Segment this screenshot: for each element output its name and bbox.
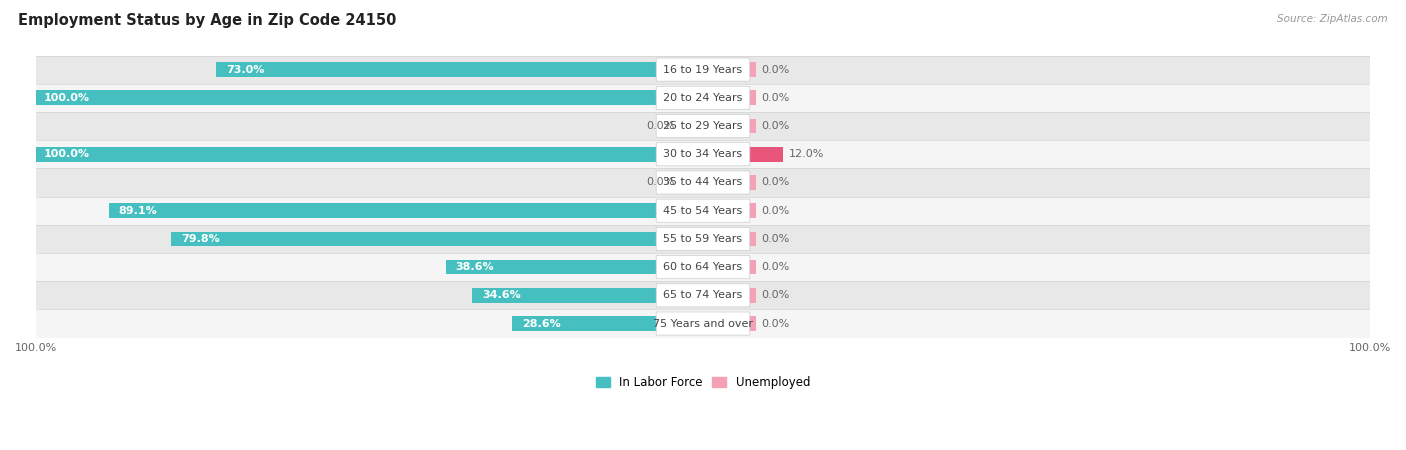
- Bar: [472, 288, 703, 303]
- Text: 100.0%: 100.0%: [44, 149, 90, 159]
- Text: 12.0%: 12.0%: [789, 149, 824, 159]
- Text: Employment Status by Age in Zip Code 24150: Employment Status by Age in Zip Code 241…: [18, 14, 396, 28]
- Text: 25 to 29 Years: 25 to 29 Years: [664, 121, 742, 131]
- Bar: [37, 140, 1369, 168]
- FancyBboxPatch shape: [657, 227, 749, 251]
- Text: 73.0%: 73.0%: [226, 65, 264, 75]
- FancyBboxPatch shape: [657, 114, 749, 138]
- Bar: [703, 147, 783, 162]
- FancyBboxPatch shape: [657, 171, 749, 194]
- Bar: [703, 175, 756, 190]
- Text: 0.0%: 0.0%: [762, 177, 790, 188]
- Text: 0.0%: 0.0%: [762, 206, 790, 216]
- Text: 100.0%: 100.0%: [44, 93, 90, 103]
- Text: 34.6%: 34.6%: [482, 290, 522, 300]
- Text: 0.0%: 0.0%: [762, 93, 790, 103]
- Text: 89.1%: 89.1%: [120, 206, 157, 216]
- Bar: [703, 203, 756, 218]
- Text: 55 to 59 Years: 55 to 59 Years: [664, 234, 742, 244]
- Text: 0.0%: 0.0%: [762, 234, 790, 244]
- Text: 30 to 34 Years: 30 to 34 Years: [664, 149, 742, 159]
- Text: 0.0%: 0.0%: [647, 177, 675, 188]
- FancyBboxPatch shape: [657, 143, 749, 166]
- Bar: [512, 316, 703, 331]
- Text: 35 to 44 Years: 35 to 44 Years: [664, 177, 742, 188]
- Text: 0.0%: 0.0%: [762, 262, 790, 272]
- Bar: [37, 112, 1369, 140]
- Text: Source: ZipAtlas.com: Source: ZipAtlas.com: [1277, 14, 1388, 23]
- Text: 79.8%: 79.8%: [181, 234, 219, 244]
- FancyBboxPatch shape: [657, 86, 749, 109]
- Bar: [37, 253, 1369, 281]
- Text: 20 to 24 Years: 20 to 24 Years: [664, 93, 742, 103]
- Bar: [703, 232, 756, 246]
- FancyBboxPatch shape: [657, 58, 749, 81]
- Bar: [703, 119, 756, 133]
- Bar: [703, 90, 756, 105]
- Legend: In Labor Force, Unemployed: In Labor Force, Unemployed: [591, 371, 815, 394]
- Text: 16 to 19 Years: 16 to 19 Years: [664, 65, 742, 75]
- Text: 0.0%: 0.0%: [762, 65, 790, 75]
- FancyBboxPatch shape: [657, 312, 749, 335]
- Bar: [679, 119, 703, 133]
- Text: 38.6%: 38.6%: [456, 262, 495, 272]
- Text: 45 to 54 Years: 45 to 54 Years: [664, 206, 742, 216]
- Bar: [37, 90, 703, 105]
- FancyBboxPatch shape: [657, 284, 749, 307]
- Text: 0.0%: 0.0%: [762, 319, 790, 328]
- Bar: [703, 316, 756, 331]
- Bar: [217, 62, 703, 77]
- Bar: [37, 197, 1369, 225]
- Text: 28.6%: 28.6%: [522, 319, 561, 328]
- Bar: [37, 55, 1369, 84]
- Bar: [108, 203, 703, 218]
- Bar: [37, 168, 1369, 197]
- FancyBboxPatch shape: [657, 199, 749, 222]
- Bar: [37, 281, 1369, 310]
- Bar: [37, 147, 703, 162]
- Bar: [37, 310, 1369, 338]
- Bar: [446, 260, 703, 274]
- Text: 75 Years and over: 75 Years and over: [652, 319, 754, 328]
- Bar: [679, 175, 703, 190]
- Bar: [37, 225, 1369, 253]
- Bar: [703, 260, 756, 274]
- Bar: [172, 232, 703, 246]
- Text: 0.0%: 0.0%: [762, 121, 790, 131]
- Text: 0.0%: 0.0%: [647, 121, 675, 131]
- Text: 65 to 74 Years: 65 to 74 Years: [664, 290, 742, 300]
- Text: 60 to 64 Years: 60 to 64 Years: [664, 262, 742, 272]
- Bar: [37, 84, 1369, 112]
- Bar: [703, 62, 756, 77]
- FancyBboxPatch shape: [657, 256, 749, 279]
- Text: 0.0%: 0.0%: [762, 290, 790, 300]
- Bar: [703, 288, 756, 303]
